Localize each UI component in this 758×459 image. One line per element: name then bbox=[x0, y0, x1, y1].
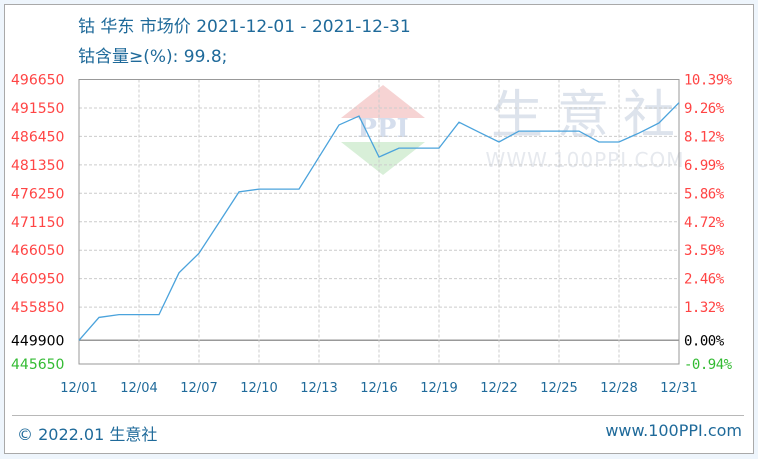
y-tick-right: 6.99% bbox=[684, 158, 725, 174]
y-tick-left: 486450 bbox=[11, 129, 64, 145]
y-tick-right: 1.32% bbox=[684, 300, 725, 316]
x-tick: 12/31 bbox=[660, 381, 697, 396]
y-tick-left: 496650 bbox=[11, 73, 64, 89]
chart-subtitle: 钴含量≥(%): 99.8; bbox=[78, 47, 228, 67]
copyright: © 2022.01 生意社 bbox=[17, 425, 158, 444]
y-tick-right: 8.12% bbox=[684, 129, 725, 145]
y-tick-left: 449900 bbox=[11, 333, 64, 349]
y-tick-left: 460950 bbox=[11, 272, 64, 288]
y-tick-left: 455850 bbox=[11, 300, 64, 316]
x-tick: 12/04 bbox=[120, 381, 157, 396]
site-link[interactable]: www.100PPI.com bbox=[605, 421, 742, 440]
y-tick-right: 9.26% bbox=[684, 101, 725, 117]
x-tick: 12/01 bbox=[60, 381, 97, 396]
y-tick-right: 5.86% bbox=[684, 186, 725, 202]
watermark-url: WWW.100PPI.COM bbox=[486, 148, 685, 172]
y-tick-right: 10.39% bbox=[684, 73, 733, 89]
plot-border bbox=[78, 79, 680, 365]
y-tick-left: 466050 bbox=[11, 243, 64, 259]
watermark-logo-top bbox=[341, 85, 425, 118]
x-tick: 12/07 bbox=[180, 381, 217, 396]
y-tick-left: 471150 bbox=[11, 215, 64, 231]
chart-title: 钴 华东 市场价 2021-12-01 - 2021-12-31 bbox=[78, 17, 411, 37]
x-tick: 12/22 bbox=[480, 381, 517, 396]
x-tick: 12/19 bbox=[420, 381, 457, 396]
x-tick: 12/13 bbox=[300, 381, 337, 396]
y-tick-left: 476250 bbox=[11, 186, 64, 202]
y-tick-left: 481350 bbox=[11, 158, 64, 174]
footer-divider bbox=[12, 415, 744, 416]
watermark-logo-bottom bbox=[341, 142, 425, 175]
x-tick: 12/25 bbox=[540, 381, 577, 396]
x-tick: 12/10 bbox=[240, 381, 277, 396]
y-tick-left: 491550 bbox=[11, 101, 64, 117]
y-tick-right: 0.00% bbox=[684, 333, 725, 349]
y-tick-right: 2.46% bbox=[684, 272, 725, 288]
x-tick: 12/16 bbox=[360, 381, 397, 396]
y-tick-right: 4.72% bbox=[684, 215, 725, 231]
y-tick-right: 3.59% bbox=[684, 243, 725, 259]
y-tick-right: -0.94% bbox=[684, 357, 733, 373]
y-tick-left: 445650 bbox=[11, 357, 64, 373]
x-tick: 12/28 bbox=[600, 381, 637, 396]
